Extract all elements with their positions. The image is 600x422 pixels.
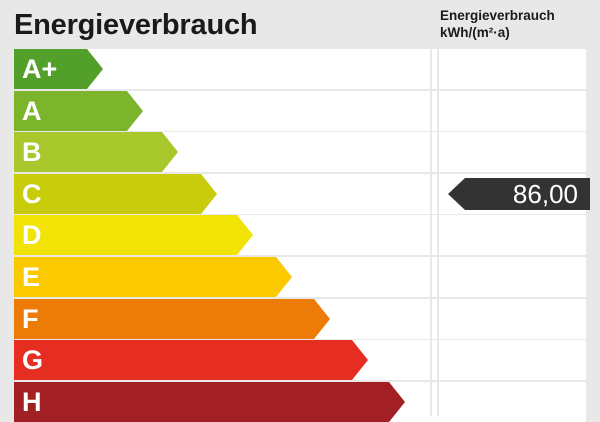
rating-bar-d: D: [14, 215, 253, 256]
rating-bar-arrow-icon: [14, 257, 292, 297]
unit-header-line1: Energieverbrauch: [440, 8, 555, 23]
rating-bar-arrow-icon: [14, 381, 405, 422]
grid-row-separator: [14, 338, 586, 341]
grid-row-separator: [14, 172, 586, 174]
grid-row-separator: [14, 130, 586, 133]
rating-bar-arrow-icon: [14, 173, 217, 214]
grid-row-separator: [14, 89, 586, 91]
unit-header-line2: kWh/(m²·a): [440, 25, 510, 40]
grid-row-separator: [14, 297, 586, 299]
grid-row-separator: [14, 255, 586, 258]
rating-bar-b: B: [14, 132, 178, 173]
rating-bar-a: A: [14, 90, 143, 131]
rating-bar-arrow-icon: [14, 215, 253, 256]
unit-header: Energieverbrauch kWh/(m²·a): [440, 7, 555, 41]
value-marker-arrow-icon: [448, 177, 590, 210]
page-title: Energieverbrauch: [14, 9, 258, 41]
grid-row-separator: [14, 213, 586, 216]
rating-bar-arrow-icon: [14, 340, 368, 381]
rating-bar-c: C: [14, 173, 217, 214]
grid-divider-left: [430, 49, 432, 416]
rating-bar-arrow-icon: [14, 298, 330, 339]
rating-bar-arrow-icon: [14, 132, 178, 173]
rating-bar-f: F: [14, 298, 330, 339]
rating-bar-arrow-icon: [14, 49, 103, 89]
rating-bar-arrow-icon: [14, 90, 143, 131]
rating-bar-e: E: [14, 257, 292, 297]
value-text: 86,00: [512, 178, 578, 209]
grid-row: [14, 49, 586, 89]
grid-row-separator: [14, 380, 586, 382]
rating-bar-aplus: A+: [14, 49, 103, 89]
rating-bar-h: H: [14, 381, 405, 422]
value-marker: 86,00: [448, 175, 590, 213]
rating-bar-g: G: [14, 340, 368, 381]
grid-divider-right: [437, 49, 439, 416]
